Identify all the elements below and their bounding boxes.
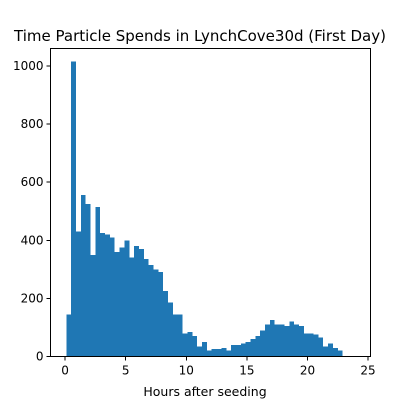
histogram-bar — [308, 333, 314, 357]
histogram-bar — [313, 334, 319, 357]
histogram-bar — [332, 347, 338, 357]
histogram-bar — [245, 341, 251, 357]
histogram-bar — [226, 350, 232, 357]
histogram-bar — [80, 195, 86, 357]
histogram-bar — [303, 333, 309, 357]
bars-group — [66, 61, 343, 357]
x-tick-label: 20 — [300, 364, 315, 378]
histogram-bar — [260, 330, 266, 357]
histogram-bar — [138, 248, 144, 357]
histogram-bar — [211, 349, 217, 357]
histogram-bar — [235, 344, 241, 357]
chart-title: Time Particle Spends in LynchCove30d (Fi… — [13, 27, 386, 45]
y-axis: 0 200 400 600 800 1000 — [13, 59, 51, 364]
histogram-bar — [318, 337, 324, 357]
histogram-bar — [206, 350, 212, 357]
histogram-bar — [100, 233, 106, 357]
histogram-bar — [328, 343, 333, 357]
histogram-bar — [153, 269, 159, 357]
histogram-bar — [172, 314, 178, 357]
histogram-bar — [289, 321, 295, 357]
plot-frame — [50, 48, 371, 357]
histogram-bar — [294, 324, 299, 357]
histogram-bar — [148, 264, 154, 357]
histogram-bar — [187, 331, 193, 357]
x-tick-label: 25 — [360, 364, 375, 378]
histogram-bar — [279, 324, 285, 357]
histogram-bar — [66, 314, 72, 357]
histogram-bar — [231, 344, 236, 357]
histogram-bar — [182, 333, 188, 357]
x-axis-label: Hours after seeding — [143, 384, 266, 399]
histogram-bar — [269, 320, 275, 357]
histogram-bar — [163, 291, 169, 357]
histogram-bar — [114, 251, 120, 357]
histogram-bar — [168, 302, 173, 357]
histogram-bar — [265, 324, 270, 357]
histogram-bar — [337, 350, 343, 357]
y-tick-label: 400 — [21, 233, 44, 247]
histogram-bar — [216, 349, 222, 357]
histogram-bar — [298, 325, 304, 357]
histogram-bar — [197, 346, 203, 357]
histogram-bar — [75, 231, 81, 357]
x-tick-label: 5 — [122, 364, 130, 378]
histogram-bar — [129, 257, 135, 357]
histogram-bar — [192, 336, 198, 357]
histogram-bar — [255, 336, 261, 357]
histogram-bar — [240, 343, 246, 357]
histogram-bar — [119, 247, 125, 357]
histogram-bar — [284, 325, 290, 357]
x-axis: 0 5 10 15 20 25 — [61, 356, 376, 378]
y-tick-label: 600 — [21, 175, 44, 189]
histogram-bar — [90, 254, 96, 357]
x-tick-label: 10 — [179, 364, 194, 378]
histogram-bar — [124, 240, 130, 357]
histogram-bar — [134, 246, 139, 357]
histogram-bar — [274, 324, 280, 357]
histogram-bar — [323, 346, 329, 357]
x-tick-label: 15 — [239, 364, 254, 378]
histogram-bar — [158, 272, 164, 357]
y-tick-label: 1000 — [13, 59, 44, 73]
y-tick-label: 800 — [21, 117, 44, 131]
histogram-bar — [250, 339, 256, 357]
histogram-bar — [71, 61, 76, 357]
histogram-bar — [95, 206, 101, 357]
histogram-bar — [143, 259, 149, 357]
histogram-bar — [221, 347, 227, 357]
histogram-bar — [202, 341, 207, 357]
histogram-bar — [105, 234, 110, 357]
histogram-bar — [85, 203, 91, 357]
histogram-bar — [177, 314, 183, 357]
y-tick-label: 0 — [36, 350, 44, 364]
x-tick-label: 0 — [61, 364, 69, 378]
y-tick-label: 200 — [21, 291, 44, 305]
histogram-bar — [109, 237, 115, 357]
